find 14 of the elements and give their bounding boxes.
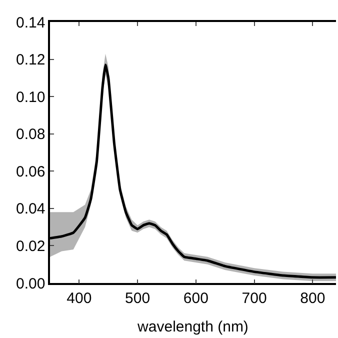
x-tick-label: 400 — [66, 290, 92, 307]
x-tick-label: 600 — [183, 290, 208, 307]
y-tick-label: 0.00 — [16, 275, 46, 292]
y-tick-label: 0.02 — [16, 238, 46, 255]
x-tick-label: 500 — [125, 290, 150, 307]
y-tick-label: 0.10 — [16, 88, 46, 106]
y-tick-label: 0.06 — [16, 163, 46, 180]
y-tick-label: 0.12 — [16, 52, 46, 69]
y-tick-label: 0.08 — [16, 126, 46, 144]
x-axis-title: wavelength (nm) — [136, 318, 248, 336]
y-tick-label: 0.04 — [16, 200, 46, 218]
x-tick-label: 800 — [300, 290, 326, 307]
y-tick-label: 0.14 — [16, 14, 46, 32]
x-tick-label: 700 — [242, 290, 267, 307]
